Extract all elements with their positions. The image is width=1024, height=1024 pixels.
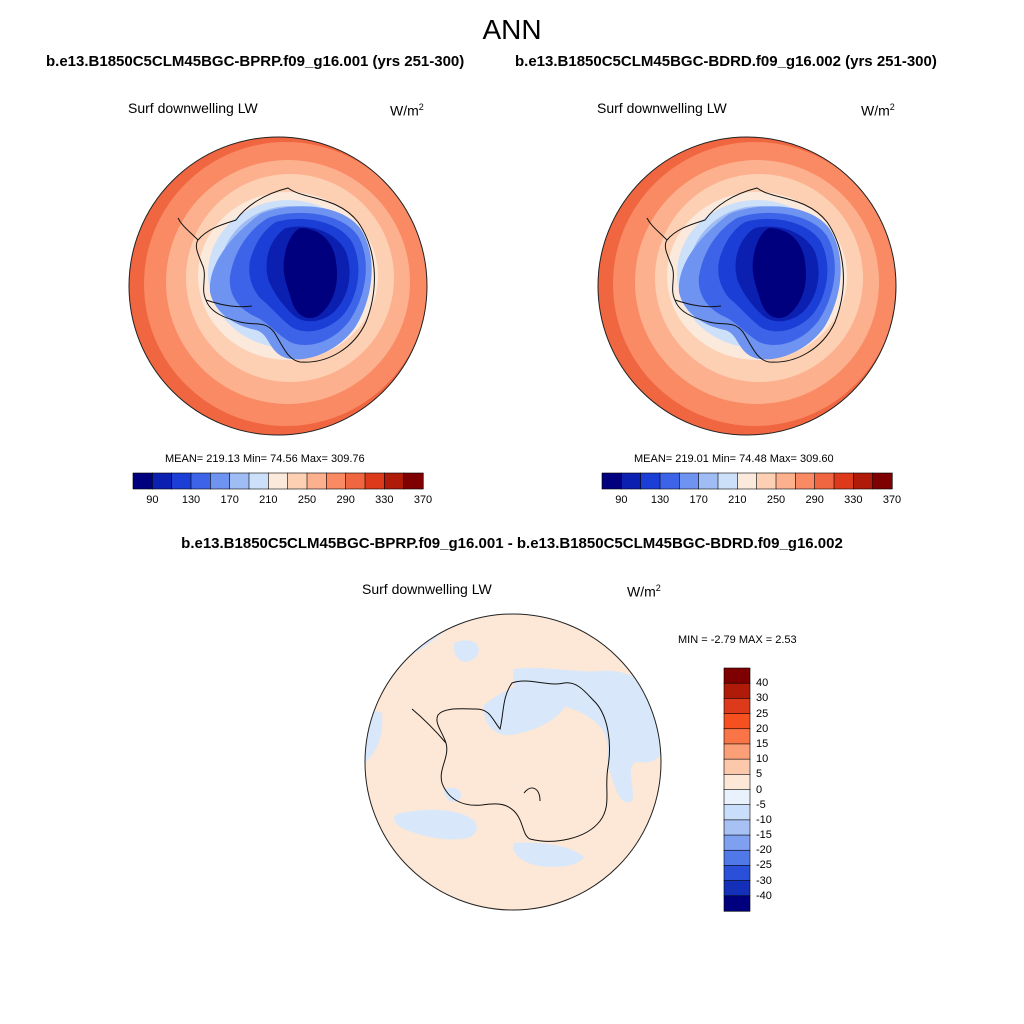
panel-right-colorbar-tick-label: 330 [844, 494, 863, 506]
difference-colorbar-swatch [723, 698, 751, 715]
panel-right-colorbar-tick-label: 130 [650, 494, 670, 506]
difference-units: W/m2 [627, 583, 661, 600]
panel-left-colorbar-swatch [190, 472, 211, 490]
panel-left-variable-label: Surf downwelling LW [128, 100, 258, 116]
panel-left-colorbar-tick-label: 210 [259, 494, 278, 506]
difference-colorbar-tick-label: -25 [756, 859, 772, 872]
difference-colorbar-swatch [723, 774, 751, 791]
difference-colorbar-swatch [723, 789, 751, 806]
difference-colorbar-swatch [723, 743, 751, 760]
panel-left-colorbar-tick-label: 330 [375, 494, 394, 506]
panel-right-colorbar-swatch [833, 472, 854, 490]
difference-colorbar-tick-label: -10 [756, 813, 772, 826]
panel-right-colorbar-swatch [775, 472, 796, 490]
panel-left-colorbar-swatch [287, 472, 308, 490]
panel-left-colorbar-tick-label: 370 [413, 494, 433, 506]
panel-left-colorbar-swatch [403, 472, 424, 490]
panel-left-colorbar [132, 472, 424, 490]
panel-left-colorbar-swatch [132, 472, 153, 490]
panel-right-stats: MEAN= 219.01 Min= 74.48 Max= 309.60 [634, 453, 834, 465]
difference-colorbar [723, 667, 751, 912]
difference-colorbar-tick-label: -20 [756, 844, 772, 857]
panel-left-stats: MEAN= 219.13 Min= 74.56 Max= 309.76 [165, 453, 365, 465]
difference-colorbar-tick-label: 20 [756, 722, 769, 735]
panel-right-colorbar-swatch [698, 472, 719, 490]
difference-colorbar-swatch [723, 819, 751, 836]
panel-right-case-title: b.e13.B1850C5CLM45BGC-BDRD.f09_g16.002 (… [515, 53, 937, 70]
panel-left-colorbar-tick-label: 90 [146, 494, 159, 506]
panel-right-colorbar-swatch [737, 472, 758, 490]
difference-colorbar-swatch [723, 804, 751, 821]
panel-left-colorbar-swatch [345, 472, 366, 490]
difference-colorbar-swatch [723, 865, 751, 882]
difference-colorbar-swatch [723, 682, 751, 699]
difference-colorbar-tick-label: -5 [756, 798, 766, 811]
difference-colorbar-tick-label: -15 [756, 829, 772, 842]
panel-right-colorbar-swatch [601, 472, 622, 490]
panel-right-colorbar [601, 472, 893, 490]
panel-right-colorbar-swatch [795, 472, 816, 490]
panel-left-colorbar-tick-label: 130 [181, 494, 201, 506]
panel-right-colorbar-tick-label: 370 [882, 494, 902, 506]
panel-right-polar-map [597, 136, 897, 436]
panel-left-colorbar-swatch [384, 472, 405, 490]
panel-right-colorbar-swatch [814, 472, 835, 490]
panel-left-colorbar-swatch [326, 472, 347, 490]
panel-right-colorbar-swatch [621, 472, 642, 490]
panel-left-colorbar-swatch [210, 472, 231, 490]
panel-left-colorbar-swatch [268, 472, 289, 490]
difference-colorbar-swatch [723, 834, 751, 851]
panel-left-colorbar-swatch [171, 472, 192, 490]
panel-right-colorbar-swatch [872, 472, 893, 490]
panel-right-colorbar-swatch [717, 472, 738, 490]
panel-left-units: W/m2 [390, 102, 424, 119]
panel-right-variable-label: Surf downwelling LW [597, 100, 727, 116]
panel-right-colorbar-tick-label: 250 [766, 494, 786, 506]
panel-left-colorbar-ticks: 90 130 170 210 250 290 330 370 [133, 494, 432, 508]
panel-right-colorbar-swatch [756, 472, 777, 490]
panel-right-colorbar-tick-label: 170 [689, 494, 708, 506]
difference-polar-map [364, 613, 662, 911]
difference-colorbar-tick-label: 10 [756, 753, 769, 766]
panel-left-colorbar-tick-label: 250 [297, 494, 317, 506]
difference-title: b.e13.B1850C5CLM45BGC-BPRP.f09_g16.001 -… [181, 535, 843, 552]
difference-colorbar-tick-label: 0 [756, 783, 763, 796]
panel-right-colorbar-swatch [659, 472, 680, 490]
difference-colorbar-tick-label: -40 [756, 889, 772, 902]
panel-left-colorbar-swatch [229, 472, 250, 490]
panel-right-colorbar-swatch [679, 472, 700, 490]
panel-right-colorbar-tick-label: 210 [728, 494, 747, 506]
panel-left-colorbar-tick-label: 290 [336, 494, 355, 506]
difference-colorbar-swatch [723, 713, 751, 730]
difference-colorbar-swatch [723, 667, 751, 684]
difference-colorbar-tick-label: 30 [756, 692, 769, 705]
difference-colorbar-tick-label: 5 [756, 768, 763, 781]
panel-right-colorbar-swatch [640, 472, 661, 490]
difference-colorbar-ticks: 40 30 25 20 15 10 5 0 -5 -10 -15 -20 -25 -30 -40 [756, 668, 796, 911]
panel-left-case-title: b.e13.B1850C5CLM45BGC-BPRP.f09_g16.001 (… [46, 53, 465, 70]
difference-colorbar-tick-label: 25 [756, 707, 769, 720]
panel-left-colorbar-swatch [248, 472, 269, 490]
difference-colorbar-swatch [723, 758, 751, 775]
difference-colorbar-tick-label: 40 [756, 677, 769, 690]
difference-colorbar-swatch [723, 895, 751, 912]
difference-colorbar-swatch [723, 880, 751, 897]
panel-right-units: W/m2 [861, 102, 895, 119]
panel-right-colorbar-tick-label: 90 [615, 494, 628, 506]
main-title: ANN [482, 14, 542, 45]
difference-colorbar-swatch [723, 849, 751, 867]
panel-right-colorbar-swatch [853, 472, 874, 490]
panel-left-colorbar-swatch [152, 472, 173, 490]
difference-colorbar-swatch [723, 728, 751, 745]
panel-right-colorbar-ticks: 90 130 170 210 250 290 330 370 [602, 494, 901, 508]
difference-colorbar-tick-label: -30 [756, 874, 772, 887]
panel-left-colorbar-swatch [306, 472, 327, 490]
panel-left-colorbar-tick-label: 170 [220, 494, 239, 506]
difference-colorbar-tick-label: 15 [756, 737, 769, 750]
panel-left-polar-map [128, 136, 428, 436]
panel-left-colorbar-swatch [364, 472, 385, 490]
difference-stats: MIN = -2.79 MAX = 2.53 [678, 634, 797, 646]
difference-variable-label: Surf downwelling LW [362, 581, 492, 597]
panel-right-colorbar-tick-label: 290 [805, 494, 824, 506]
